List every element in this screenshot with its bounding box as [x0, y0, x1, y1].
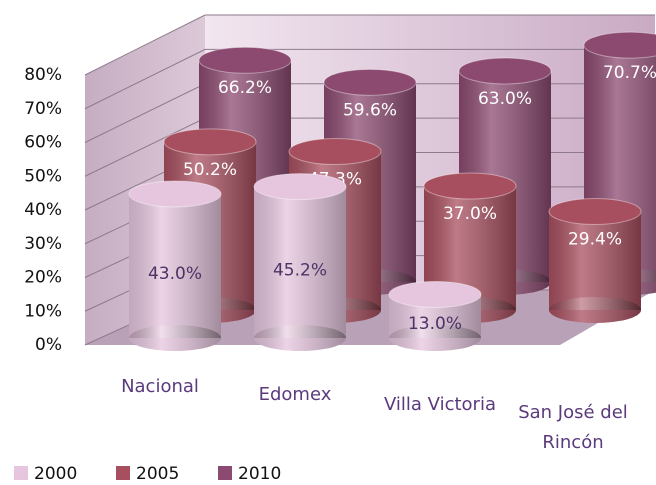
- bar-top: [253, 173, 347, 201]
- bar-top: [423, 172, 517, 200]
- bar-base-shade: [129, 325, 221, 351]
- grid-line: [84, 14, 655, 76]
- y-tick-label: 10%: [24, 301, 62, 321]
- legend-swatch: [14, 466, 28, 480]
- bar-base-shade: [389, 325, 481, 351]
- bar: [253, 173, 347, 351]
- y-tick-label: 70%: [24, 99, 62, 119]
- bar-top: [198, 46, 292, 74]
- y-tick-label: 80%: [24, 65, 62, 85]
- value-label: 13.0%: [408, 314, 462, 334]
- y-tick-label: 30%: [24, 234, 62, 254]
- legend-label: 2000: [34, 464, 77, 484]
- x-tick-label: San José del Rincón: [518, 402, 628, 453]
- value-label: 29.4%: [568, 230, 622, 250]
- bar-top: [323, 68, 417, 96]
- value-label: 66.2%: [218, 78, 272, 98]
- y-tick-label: 50%: [24, 166, 62, 186]
- bar-shade: [129, 193, 221, 338]
- bar: [128, 180, 222, 351]
- y-tick-label: 60%: [24, 133, 62, 153]
- bar-top: [458, 57, 552, 85]
- bar-top: [548, 198, 642, 226]
- x-tick-label: Nacional: [121, 376, 199, 397]
- grid-line: [84, 48, 655, 110]
- bar-top: [163, 128, 257, 156]
- legend-swatch: [218, 466, 232, 480]
- value-label: 50.2%: [183, 160, 237, 180]
- bar-base-shade: [549, 297, 641, 323]
- bar: [548, 198, 642, 323]
- bar-top: [583, 31, 656, 59]
- bar-top: [128, 180, 222, 208]
- value-label: 43.0%: [148, 264, 202, 284]
- bar-shade: [549, 211, 641, 310]
- value-label: 59.6%: [343, 100, 397, 120]
- bar-shade: [254, 186, 346, 338]
- x-tick-label: Villa Victoria: [384, 394, 496, 415]
- value-label: 63.0%: [478, 89, 532, 109]
- value-label: 45.2%: [273, 260, 327, 280]
- bar: [388, 280, 482, 351]
- bar-top: [388, 280, 482, 308]
- y-tick-label: 20%: [24, 268, 62, 288]
- value-label: 37.0%: [443, 204, 497, 224]
- legend-label: 2010: [238, 464, 281, 484]
- y-tick-label: 0%: [35, 335, 62, 355]
- value-label: 70.7%: [603, 63, 656, 83]
- legend-label: 2005: [136, 464, 179, 484]
- legend-swatch: [116, 466, 130, 480]
- bar-base-shade: [254, 325, 346, 351]
- y-tick-label: 40%: [24, 200, 62, 220]
- x-tick-label: Edomex: [258, 384, 332, 405]
- bar-top: [288, 138, 382, 166]
